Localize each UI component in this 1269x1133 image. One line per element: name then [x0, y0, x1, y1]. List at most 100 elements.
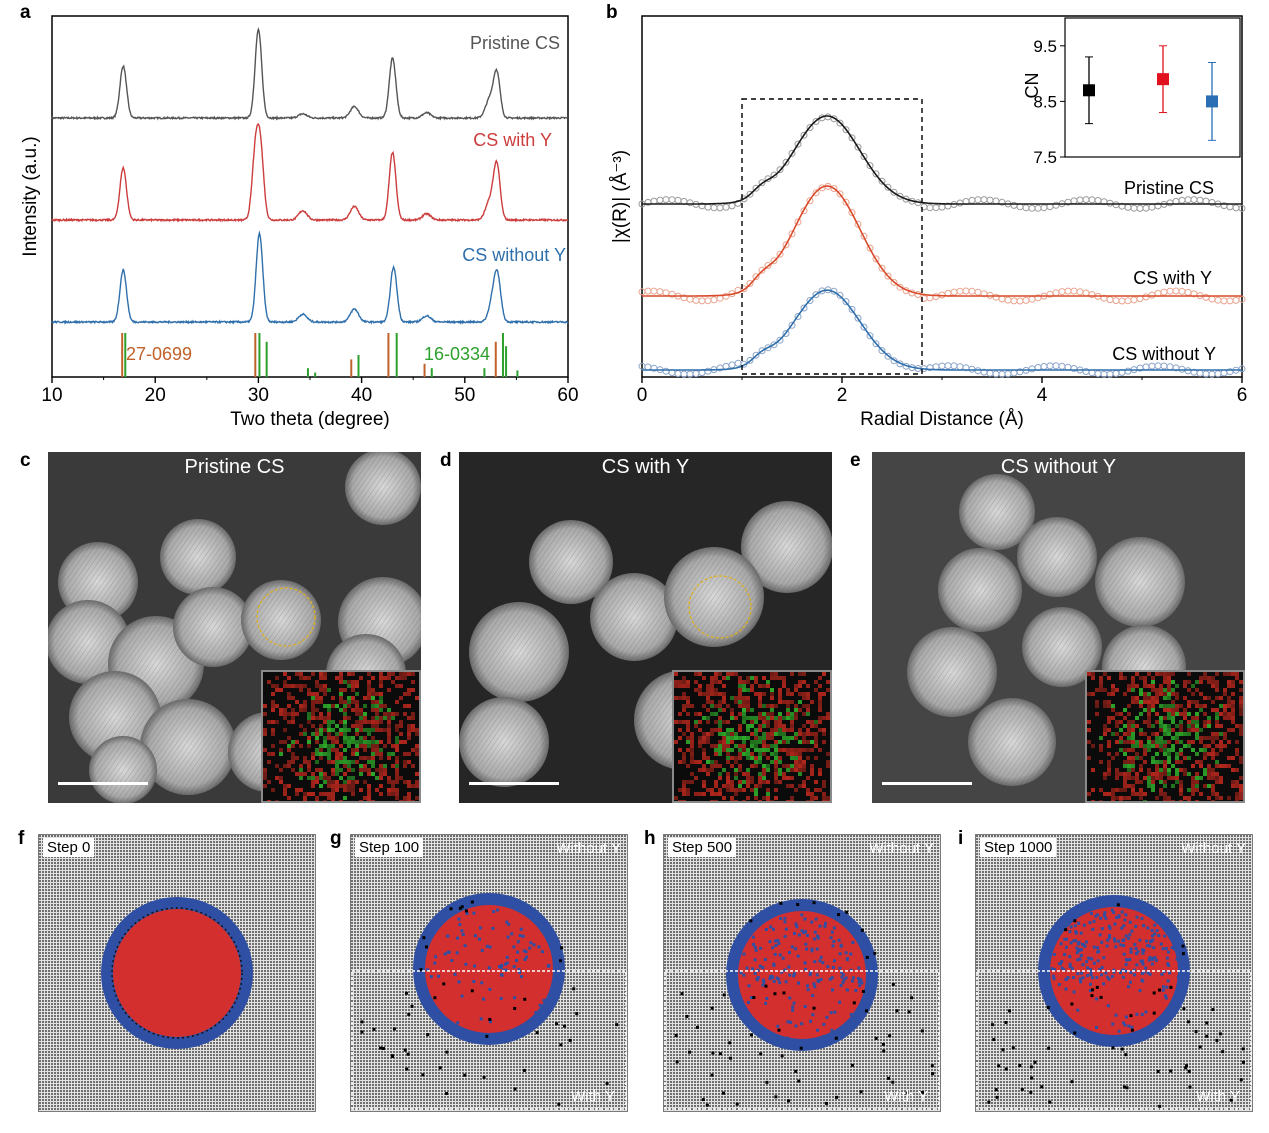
defect-atom	[845, 910, 849, 914]
eds-pixel	[826, 712, 830, 716]
shell-atom	[1166, 962, 1170, 966]
defect-atom	[777, 1028, 781, 1032]
eds-pixel	[778, 692, 782, 696]
eds-pixel	[351, 736, 355, 740]
eds-pixel	[754, 792, 758, 796]
eds-pixel	[375, 768, 379, 772]
defect-atom	[1004, 1067, 1008, 1071]
shell-atom	[751, 935, 755, 939]
eds-pixel	[383, 716, 387, 720]
eds-pixel	[1151, 700, 1155, 704]
eds-pixel	[690, 748, 694, 752]
eds-pixel	[802, 764, 806, 768]
eds-pixel	[1207, 716, 1211, 720]
shell-atom	[450, 959, 454, 963]
eds-pixel	[746, 768, 750, 772]
eds-pixel	[351, 684, 355, 688]
with-y-region	[976, 970, 1252, 1110]
eds-pixel	[1147, 720, 1151, 724]
eds-pixel	[718, 740, 722, 744]
eds-pixel	[1147, 692, 1151, 696]
eds-pixel	[1131, 748, 1135, 752]
defect-atom	[1090, 988, 1094, 992]
eds-pixel	[399, 776, 403, 780]
eds-pixel	[347, 776, 351, 780]
eds-pixel	[1127, 724, 1131, 728]
eds-pixel	[1103, 772, 1107, 776]
shell-atom	[825, 1015, 829, 1019]
eds-pixel	[1199, 740, 1203, 744]
eds-pixel	[1107, 716, 1111, 720]
eds-pixel	[822, 740, 826, 744]
eds-pixel	[766, 684, 770, 688]
eds-pixel	[1175, 776, 1179, 780]
data-point	[1082, 289, 1090, 297]
defect-atom	[1158, 988, 1162, 992]
eds-pixel	[1187, 720, 1191, 724]
eds-pixel	[1179, 768, 1183, 772]
eds-pixel	[722, 784, 726, 788]
eds-pixel	[758, 684, 762, 688]
shell-atom	[1122, 944, 1126, 948]
eds-pixel	[1147, 696, 1151, 700]
eds-pixel	[750, 724, 754, 728]
eds-pixel	[738, 704, 742, 708]
eds-pixel	[1103, 728, 1107, 732]
shell-atom	[465, 911, 469, 915]
data-point	[1232, 296, 1240, 304]
eds-pixel	[1111, 732, 1115, 736]
shell-atom	[829, 1011, 833, 1015]
eds-pixel	[379, 772, 383, 776]
panel-i-letter: i	[958, 828, 964, 849]
shell-atom	[1132, 968, 1136, 972]
shell-atom	[1110, 908, 1114, 912]
data-point	[782, 158, 790, 166]
shell-atom	[505, 920, 509, 924]
shell-atom	[1175, 957, 1179, 961]
shell-atom	[1122, 938, 1126, 942]
eds-pixel	[331, 704, 335, 708]
eds-pixel	[363, 728, 367, 732]
eds-pixel	[319, 744, 323, 748]
eds-pixel	[690, 740, 694, 744]
eds-pixel	[1179, 760, 1183, 764]
eds-pixel	[363, 720, 367, 724]
eds-pixel	[343, 704, 347, 708]
eds-pixel	[327, 712, 331, 716]
eds-pixel	[718, 764, 722, 768]
eds-pixel	[786, 752, 790, 756]
defect-atom	[873, 951, 877, 955]
eds-pixel	[375, 692, 379, 696]
shell-atom	[1100, 973, 1104, 977]
data-point	[794, 218, 802, 226]
eds-pixel	[1187, 688, 1191, 692]
eds-pixel	[778, 760, 782, 764]
eds-pixel	[1131, 676, 1135, 680]
eds-pixel	[682, 784, 686, 788]
eds-pixel	[686, 764, 690, 768]
eds-pixel	[762, 732, 766, 736]
lattice-fringes	[469, 602, 569, 702]
eds-pixel	[1163, 724, 1167, 728]
eds-pixel	[750, 688, 754, 692]
shell-atom	[1140, 959, 1144, 963]
data-point	[890, 188, 898, 196]
shell-atom	[1150, 956, 1154, 960]
eds-pixel	[387, 740, 391, 744]
eds-pixel	[826, 796, 830, 800]
eds-pixel	[798, 748, 802, 752]
eds-pixel	[1099, 684, 1103, 688]
eds-pixel	[774, 780, 778, 784]
shell-atom	[762, 980, 766, 984]
eds-pixel	[275, 704, 279, 708]
eds-pixel	[1215, 780, 1219, 784]
defect-atom	[992, 1038, 996, 1042]
defect-atom	[1124, 1053, 1128, 1057]
data-point	[974, 196, 982, 204]
eds-pixel	[798, 728, 802, 732]
highlight-box	[741, 98, 923, 375]
eds-pixel	[1127, 764, 1131, 768]
shell-atom	[1104, 916, 1108, 920]
eds-pixel	[1175, 760, 1179, 764]
eds-pixel	[371, 800, 375, 801]
